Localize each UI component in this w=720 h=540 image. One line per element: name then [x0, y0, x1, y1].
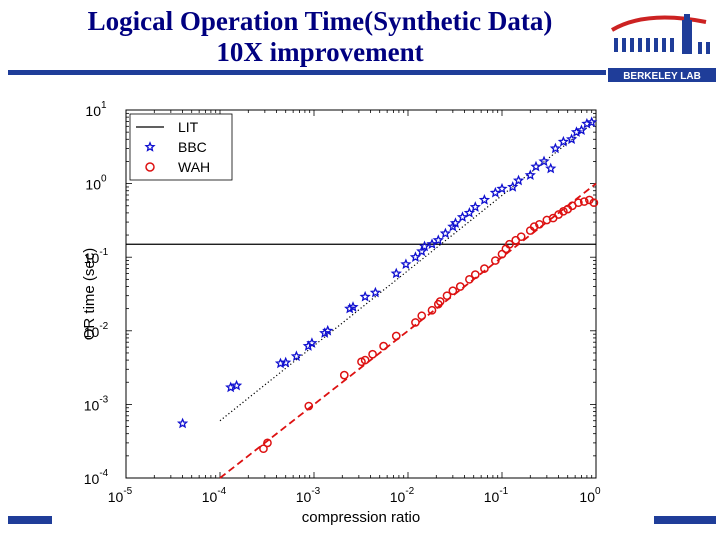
wah-point: [427, 305, 437, 315]
wah-point: [529, 222, 539, 232]
wah-point: [259, 444, 268, 454]
legend-bbc-marker: [144, 141, 156, 152]
bbc-point: [280, 356, 292, 368]
y-axis-title: OR time (sec): [81, 248, 98, 341]
wah-point: [455, 282, 465, 291]
wah-point: [339, 370, 349, 380]
wah-point: [360, 355, 370, 365]
y-tick-label: 10-3: [84, 394, 109, 413]
bbc-point: [432, 234, 444, 246]
wah-point: [505, 239, 514, 249]
wah-point: [304, 401, 314, 411]
x-tick-label: 10-5: [108, 486, 133, 505]
bbc-point: [176, 417, 189, 429]
bbc-point: [347, 301, 359, 312]
x-tick-label: 100: [579, 486, 601, 505]
bbc-point: [524, 169, 536, 180]
wah-point: [574, 198, 583, 208]
bbc-point: [306, 337, 318, 348]
axis-ticks: [125, 109, 597, 479]
legend-wah-marker: [145, 162, 155, 172]
bbc-point: [512, 174, 525, 186]
wah-point: [516, 232, 526, 242]
wah-point: [491, 256, 500, 265]
bbc-point: [565, 133, 578, 145]
bbc-point: [575, 124, 588, 136]
wah-point: [579, 197, 589, 206]
bbc-point: [418, 240, 431, 252]
x-tick-label: 10-1: [484, 486, 509, 505]
wah-point: [368, 349, 377, 359]
y-tick-label: 100: [85, 174, 107, 193]
wah-point: [411, 318, 420, 327]
bbc-point: [230, 379, 243, 391]
bbc-point: [449, 217, 462, 228]
y-tick-label: 101: [85, 100, 107, 119]
x-tick-label: 10-4: [202, 486, 227, 505]
x-axis-title: compression ratio: [302, 509, 420, 526]
bbc-point: [359, 290, 371, 302]
bbc-point: [426, 238, 438, 250]
wah-point: [589, 198, 599, 208]
bbc-point: [369, 286, 382, 298]
legend-lit-label: LIT: [178, 119, 199, 135]
y-tick-label: 10-4: [84, 468, 109, 487]
bbc-point: [400, 258, 412, 270]
x-tick-label: 10-2: [390, 486, 415, 505]
wah-point: [559, 206, 568, 216]
legend: LIT BBC WAH: [129, 113, 233, 181]
x-tick-labels: 10-5 10-4 10-3 10-2 10-1 100: [108, 486, 601, 505]
bbc-point: [390, 267, 402, 279]
wah-point: [391, 331, 401, 341]
slide-title-line2: 10X improvement: [216, 37, 424, 67]
wah-point: [480, 264, 489, 273]
bbc-point: [507, 181, 519, 192]
bbc-point: [416, 245, 428, 257]
wah-point: [435, 297, 445, 306]
bbc-point: [538, 155, 550, 167]
bbc-point: [344, 302, 356, 314]
footer-bar-left: [8, 516, 52, 524]
legend-bbc-label: BBC: [178, 139, 207, 155]
bbc-point: [469, 201, 481, 212]
bbc-point: [489, 186, 501, 198]
bbc-point: [496, 182, 508, 194]
legend-wah-label: WAH: [178, 159, 210, 175]
wah-point: [442, 291, 452, 301]
bbc-point: [545, 162, 557, 174]
bbc-point: [463, 206, 476, 218]
wah-point: [417, 311, 427, 321]
bbc-point: [586, 116, 598, 128]
title-underline-rule: [8, 70, 606, 75]
wah-point: [379, 341, 388, 351]
bbc-point: [322, 324, 334, 336]
wah-point: [465, 275, 474, 284]
bbc-point: [456, 211, 469, 222]
bbc-point: [290, 350, 303, 362]
logo-text: BERKELEY LAB: [623, 71, 701, 82]
wah-point: [448, 286, 458, 296]
bbc-point: [439, 227, 452, 239]
slide-title-line1: Logical Operation Time(Synthetic Data): [87, 6, 553, 36]
series-points: [176, 116, 599, 454]
x-tick-label: 10-3: [296, 486, 321, 505]
berkeley-lab-logo: BERKELEY LAB: [608, 14, 716, 82]
footer-bar-right: [654, 516, 716, 524]
wah-point: [535, 219, 544, 229]
wah-point: [470, 270, 480, 279]
bbc-point: [557, 135, 570, 147]
bbc-point: [549, 142, 562, 154]
bbc-point: [478, 194, 491, 205]
wah-point: [263, 438, 272, 448]
or-time-chart: 10-5 10-4 10-3 10-2 10-1 100 10-4 10-3 10-2 10-1…: [81, 100, 601, 526]
bbc-point: [530, 160, 542, 172]
